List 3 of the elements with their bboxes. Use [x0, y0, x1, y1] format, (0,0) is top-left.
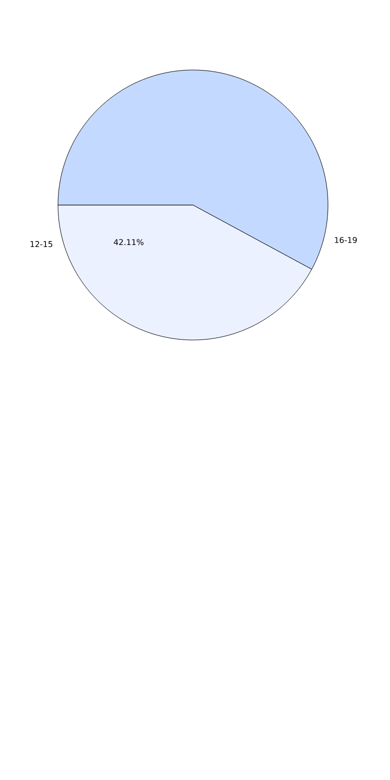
slice-label: 16-19: [334, 236, 357, 244]
slice-label: 12-15: [30, 241, 52, 248]
data-label: 42.11%: [114, 239, 144, 246]
